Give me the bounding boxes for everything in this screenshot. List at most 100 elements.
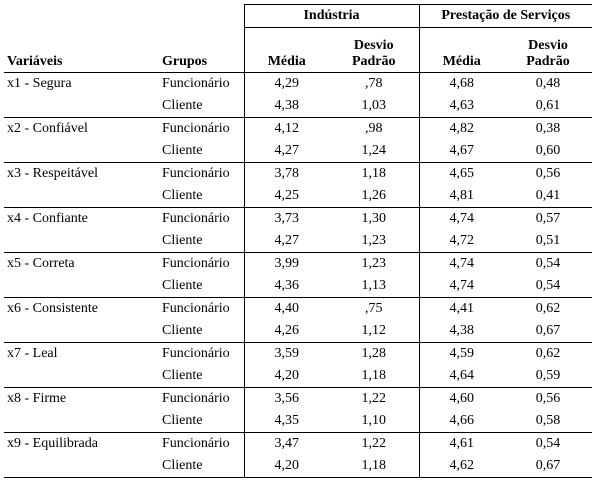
value-cell: 4,25 <box>243 185 329 208</box>
value-cell: 1,18 <box>361 166 387 181</box>
data-row: Cliente 4,35 1,10 4,66 0,58 <box>4 410 593 433</box>
value-cell: 4,74 <box>418 207 504 230</box>
group-cell: Funcionário <box>162 391 230 406</box>
group-cell: Cliente <box>162 458 203 473</box>
value-cell: 4,65 <box>418 162 504 185</box>
value-cell: 1,13 <box>361 278 387 293</box>
value-cell: 1,12 <box>361 323 387 338</box>
value-cell: ,78 <box>365 76 383 91</box>
value-cell: 1,03 <box>361 98 387 113</box>
value-cell: 3,73 <box>243 207 329 230</box>
value-cell: 0,56 <box>535 391 561 406</box>
variable-cell <box>4 140 159 163</box>
value-cell: ,98 <box>365 121 383 136</box>
value-cell: 4,81 <box>418 185 504 208</box>
data-row: x3 - Respeitável Funcionário 3,78 1,18 4,65 0… <box>4 162 592 185</box>
value-cell: 0,62 <box>535 346 561 361</box>
group-cell: Funcionário <box>162 121 230 136</box>
variable-cell <box>4 275 159 298</box>
value-cell: 1,22 <box>361 436 387 451</box>
value-cell: 0,41 <box>535 188 561 203</box>
value-cell: ,75 <box>365 301 383 316</box>
value-cell: 4,36 <box>243 275 329 298</box>
value-cell: 4,26 <box>243 320 329 343</box>
value-cell: 4,38 <box>243 95 329 118</box>
group-cell: Funcionário <box>162 346 230 361</box>
value-cell: 0,38 <box>535 121 561 136</box>
value-cell: 4,64 <box>418 365 504 388</box>
value-cell: 4,40 <box>243 297 329 320</box>
variable-cell: x9 - Equilibrada <box>7 436 98 451</box>
group-header: Prestação de Serviços <box>418 4 593 28</box>
value-cell: 4,29 <box>243 72 329 95</box>
value-cell: 4,61 <box>418 432 504 455</box>
variable-cell: x3 - Respeitável <box>7 166 98 181</box>
value-cell: 3,99 <box>243 252 329 275</box>
value-cell: 4,27 <box>243 230 329 253</box>
column-header: Desvio Padrão <box>351 38 396 69</box>
value-cell: 4,12 <box>243 117 329 140</box>
column-header: Desvio Padrão <box>526 38 570 69</box>
value-cell: 4,35 <box>243 410 329 433</box>
page: {"table": { "group_headers": ["Indústria… <box>0 4 597 495</box>
data-row: Cliente 4,27 1,23 4,72 0,51 <box>4 230 593 253</box>
value-cell: 3,78 <box>243 162 329 185</box>
value-cell: 3,59 <box>243 342 329 365</box>
value-cell: 4,38 <box>418 320 504 343</box>
value-cell: 4,59 <box>418 342 504 365</box>
group-header: Indústria <box>243 4 419 28</box>
variable-cell: x1 - Segura <box>7 76 72 91</box>
table-body: x1 - Segura Funcionário 4,29 ,78 4,68 0,48 Cli… <box>4 72 593 478</box>
data-table: Indústria Prestação de Serviços Variávei… <box>4 4 593 478</box>
group-cell: Cliente <box>162 188 203 203</box>
value-cell: 1,10 <box>361 413 387 428</box>
column-header: Variáveis <box>7 54 63 69</box>
value-cell: 1,26 <box>361 188 387 203</box>
variable-cell <box>4 320 159 343</box>
value-cell: 1,23 <box>361 233 387 248</box>
variable-cell <box>4 365 159 388</box>
value-cell: 3,56 <box>243 387 329 410</box>
value-cell: 1,30 <box>361 211 387 226</box>
variable-cell: x7 - Leal <box>7 346 58 361</box>
value-cell: 4,60 <box>418 387 504 410</box>
data-row: Cliente 4,27 1,24 4,67 0,60 <box>4 140 593 163</box>
group-cell: Cliente <box>162 413 203 428</box>
variable-cell <box>4 95 159 118</box>
value-cell: 4,63 <box>418 95 504 118</box>
variable-cell <box>4 455 159 478</box>
group-cell: Funcionário <box>162 256 230 271</box>
value-cell: 4,20 <box>243 455 329 478</box>
data-row: x2 - Confiável Funcionário 4,12 ,98 4,82 0,38 <box>4 117 592 140</box>
value-cell: 0,67 <box>535 458 561 473</box>
variable-cell: x6 - Consistente <box>7 301 98 316</box>
value-cell: 0,67 <box>535 323 561 338</box>
group-cell: Cliente <box>162 323 203 338</box>
value-cell: 4,82 <box>418 117 504 140</box>
variable-cell: x8 - Firme <box>7 391 67 406</box>
group-cell: Cliente <box>162 143 203 158</box>
value-cell: 4,74 <box>418 275 504 298</box>
value-cell: 0,61 <box>535 98 561 113</box>
value-cell: 0,54 <box>535 256 561 271</box>
variable-cell: x5 - Correta <box>7 256 75 271</box>
value-cell: 4,27 <box>243 140 329 163</box>
value-cell: 0,60 <box>535 143 561 158</box>
value-cell: 0,59 <box>535 368 561 383</box>
data-row: x5 - Correta Funcionário 3,99 1,23 4,74 0,54 <box>4 252 592 275</box>
value-cell: 4,62 <box>418 455 504 478</box>
value-cell: 0,54 <box>535 436 561 451</box>
value-cell: 0,57 <box>535 211 561 226</box>
value-cell: 0,51 <box>535 233 561 248</box>
group-cell: Funcionário <box>162 211 230 226</box>
data-row: Cliente 4,38 1,03 4,63 0,61 <box>4 95 593 118</box>
data-row: x6 - Consistente Funcionário 4,40 ,75 4,41 0,… <box>4 297 592 320</box>
group-cell: Funcionário <box>162 436 230 451</box>
variable-cell: x2 - Confiável <box>7 121 88 136</box>
group-cell: Funcionário <box>162 166 230 181</box>
value-cell: 0,58 <box>535 413 561 428</box>
group-cell: Cliente <box>162 98 203 113</box>
value-cell: 4,66 <box>418 410 504 433</box>
value-cell: 4,68 <box>418 72 504 95</box>
column-header-row: Variáveis Grupos Média Desvio Padrão Méd… <box>4 27 593 73</box>
